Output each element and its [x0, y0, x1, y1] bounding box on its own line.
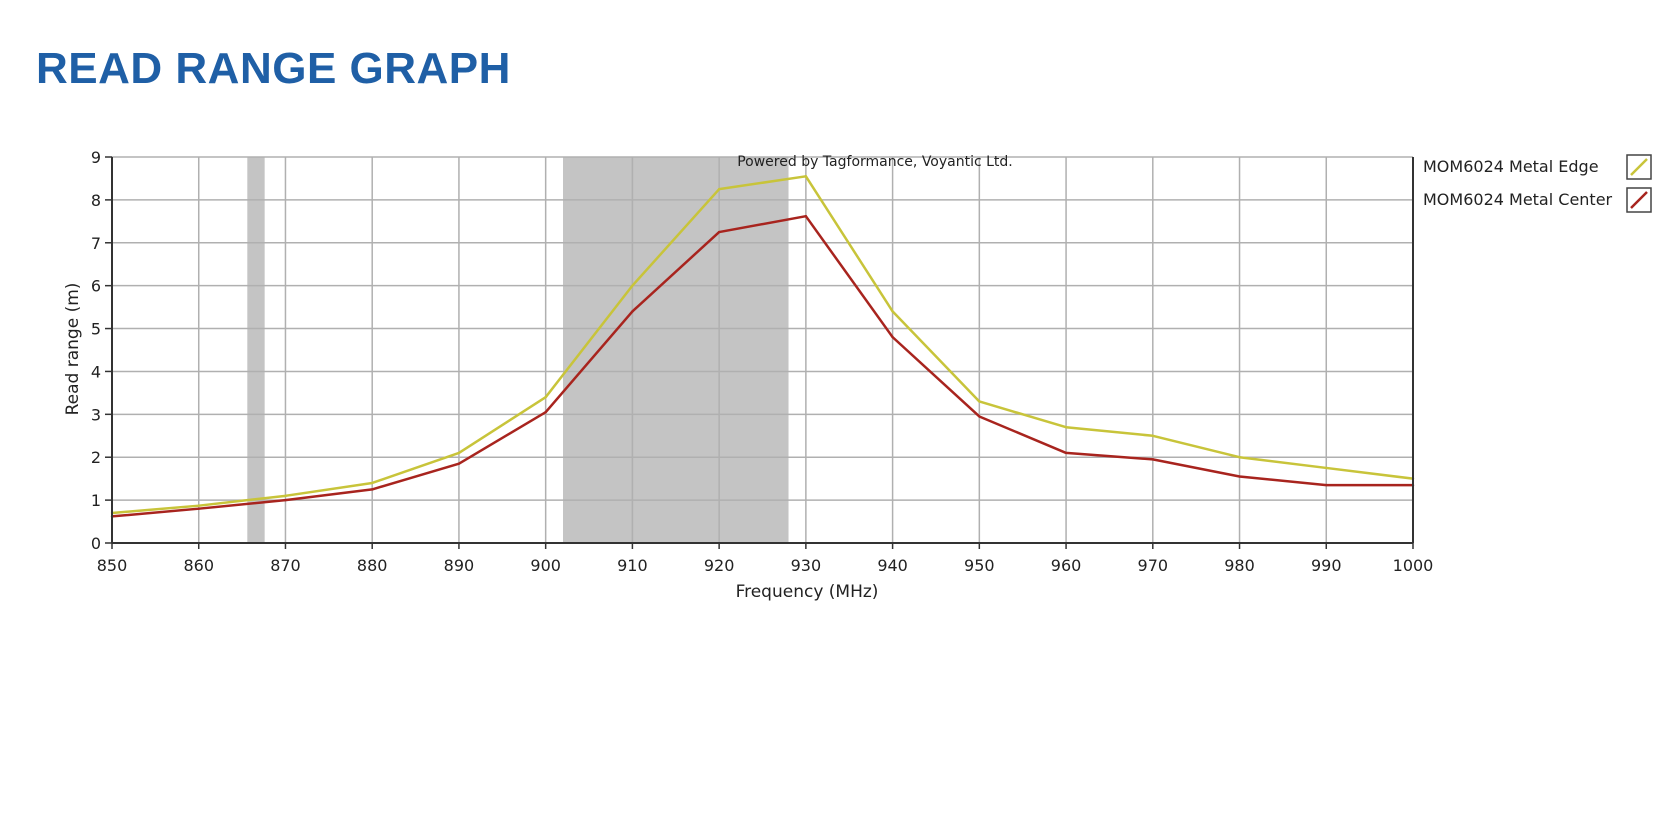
data-point: [804, 214, 808, 218]
y-tick-label: 3: [91, 405, 101, 424]
data-point: [804, 175, 808, 178]
data-point: [1151, 434, 1155, 437]
data-point: [1325, 466, 1328, 470]
y-tick-label: 2: [91, 448, 101, 467]
x-tick-label: 960: [1051, 556, 1082, 575]
x-tick-label: 950: [964, 556, 995, 575]
data-point: [1238, 475, 1241, 478]
data-point: [1064, 451, 1068, 455]
data-point: [284, 494, 287, 498]
data-point: [1238, 456, 1241, 459]
data-point: [717, 230, 721, 234]
y-tick-label: 8: [91, 191, 101, 210]
data-point: [891, 335, 894, 339]
axes: 850 860 870 880 890 900 910 920 930 940 950 960 970 9…: [91, 148, 1434, 575]
data-point: [284, 498, 287, 502]
x-axis-label: Frequency (MHz): [736, 582, 879, 602]
data-point: [631, 310, 634, 313]
data-point: [891, 310, 894, 313]
legend-label: MOM6024 Metal Center: [1423, 190, 1613, 209]
x-tick-label: 850: [97, 556, 128, 575]
x-tick-label: 920: [704, 556, 735, 575]
data-point: [457, 462, 461, 465]
series-line: [111, 214, 1413, 518]
x-tick-label: 860: [183, 556, 214, 575]
y-tick-label: 1: [91, 491, 101, 510]
data-point: [978, 400, 981, 403]
data-point: [197, 507, 200, 510]
data-point: [457, 451, 461, 455]
data-point: [978, 415, 981, 418]
x-tick-label: 900: [530, 556, 561, 575]
y-tick-label: 9: [91, 148, 101, 167]
x-tick-label: 980: [1224, 556, 1255, 575]
data-point: [1151, 458, 1155, 461]
data-point: [371, 481, 374, 485]
data-point: [1064, 426, 1068, 429]
legend: MOM6024 Metal Edge MOM6024 Metal Center: [1423, 154, 1652, 213]
y-axis-label: Read range (m): [63, 283, 83, 416]
series-line: [111, 175, 1414, 515]
legend-swatch-line: [1630, 191, 1648, 209]
x-tick-label: 940: [877, 556, 908, 575]
x-tick-label: 880: [357, 556, 388, 575]
x-tick-label: 870: [270, 556, 301, 575]
shaded-band: [247, 157, 265, 543]
y-tick-label: 0: [91, 534, 101, 553]
data-point: [371, 488, 374, 491]
series-lines: [110, 175, 1415, 518]
x-tick-label: 970: [1138, 556, 1169, 575]
y-tick-label: 5: [91, 320, 101, 339]
x-tick-label: 1000: [1393, 556, 1434, 575]
data-point: [544, 395, 547, 399]
y-tick-label: 6: [91, 277, 101, 296]
watermark-text: Powered by Tagformance, Voyantic Ltd.: [737, 154, 1013, 170]
y-tick-label: 4: [91, 362, 101, 381]
data-point: [717, 187, 721, 191]
x-tick-label: 890: [444, 556, 475, 575]
data-point: [197, 504, 200, 507]
data-point: [631, 284, 634, 287]
y-tick-label: 7: [91, 234, 101, 253]
x-tick-label: 930: [791, 556, 822, 575]
shaded-band: [563, 157, 789, 543]
shaded-bands: [247, 157, 789, 543]
grid-lines: [111, 156, 1414, 544]
legend-label: MOM6024 Metal Edge: [1423, 157, 1599, 176]
page-title: READ RANGE GRAPH: [36, 44, 511, 93]
data-point: [1325, 483, 1328, 487]
legend-swatch-line: [1630, 158, 1648, 176]
x-tick-label: 990: [1311, 556, 1342, 575]
data-point: [544, 410, 547, 414]
x-tick-label: 910: [617, 556, 648, 575]
